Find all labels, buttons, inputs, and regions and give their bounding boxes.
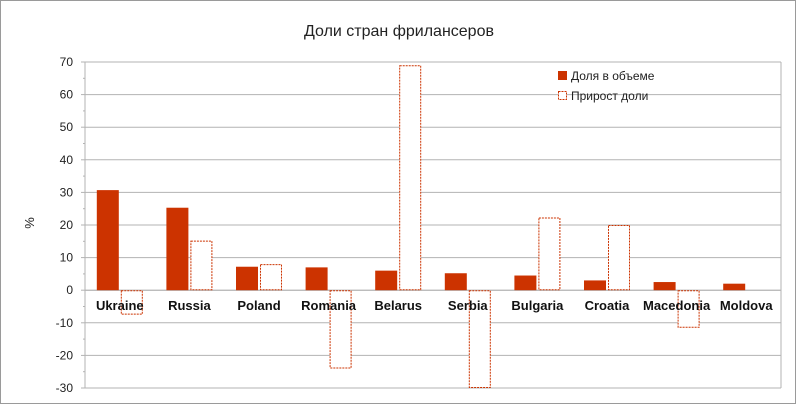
category-label: Russia [168, 298, 211, 313]
category-label: Belarus [374, 298, 422, 313]
y-tick-label: 50 [60, 120, 74, 134]
bar-share [444, 273, 467, 291]
bar-growth [538, 217, 561, 291]
category-labels: Ukraine Russia Poland Romania Belarus Serbia B… [96, 298, 773, 313]
y-tick-label: 40 [60, 153, 74, 167]
chart-title: Доли стран фрилансеров [304, 23, 494, 40]
y-tick-label: 70 [60, 55, 74, 69]
y-tick-label: -10 [56, 316, 74, 330]
y-tick-label: 10 [60, 251, 74, 265]
bars [96, 65, 746, 389]
bar-share [236, 266, 258, 291]
category-label: Ukraine [96, 298, 144, 313]
bar-share [166, 207, 189, 291]
bar-growth [120, 290, 143, 315]
bar-share [305, 267, 328, 291]
legend-swatch-growth [558, 91, 567, 100]
category-label: Poland [237, 298, 280, 313]
category-label: Serbia [448, 298, 489, 313]
y-tick-label: -20 [56, 348, 74, 362]
legend-label: Прирост доли [571, 89, 648, 103]
bar-share [514, 275, 537, 291]
y-tick-label: 30 [60, 185, 74, 199]
legend-swatch-share [558, 71, 567, 80]
category-label: Croatia [585, 298, 631, 313]
category-label: Bulgaria [511, 298, 564, 313]
bar-growth [329, 290, 352, 369]
bar-growth [677, 290, 700, 328]
y-tick-label: 0 [66, 283, 73, 297]
bar-share [96, 190, 119, 291]
y-tick-label: -30 [56, 381, 74, 395]
y-tick-label: 60 [60, 88, 74, 102]
legend-label: Доля в объеме [571, 69, 655, 83]
category-label: Moldova [720, 298, 773, 313]
bar-growth [260, 264, 282, 291]
bar-growth [608, 225, 630, 291]
category-label: Macedonia [643, 298, 711, 313]
bar-growth [190, 240, 213, 291]
bar-share [584, 280, 606, 291]
y-axis-label: % [22, 217, 37, 229]
bar-growth [399, 65, 422, 291]
gridlines [85, 61, 781, 389]
category-label: Romania [301, 298, 357, 313]
bar-share [653, 282, 676, 291]
bar-share [723, 283, 746, 291]
bar-share [375, 270, 398, 291]
legend: Доля в объеме Прирост доли [558, 69, 655, 103]
axes: 70 60 50 40 30 20 10 0 -10 -20 -30 [56, 55, 782, 395]
y-tick-label: 20 [60, 218, 74, 232]
bar-growth [468, 290, 491, 389]
